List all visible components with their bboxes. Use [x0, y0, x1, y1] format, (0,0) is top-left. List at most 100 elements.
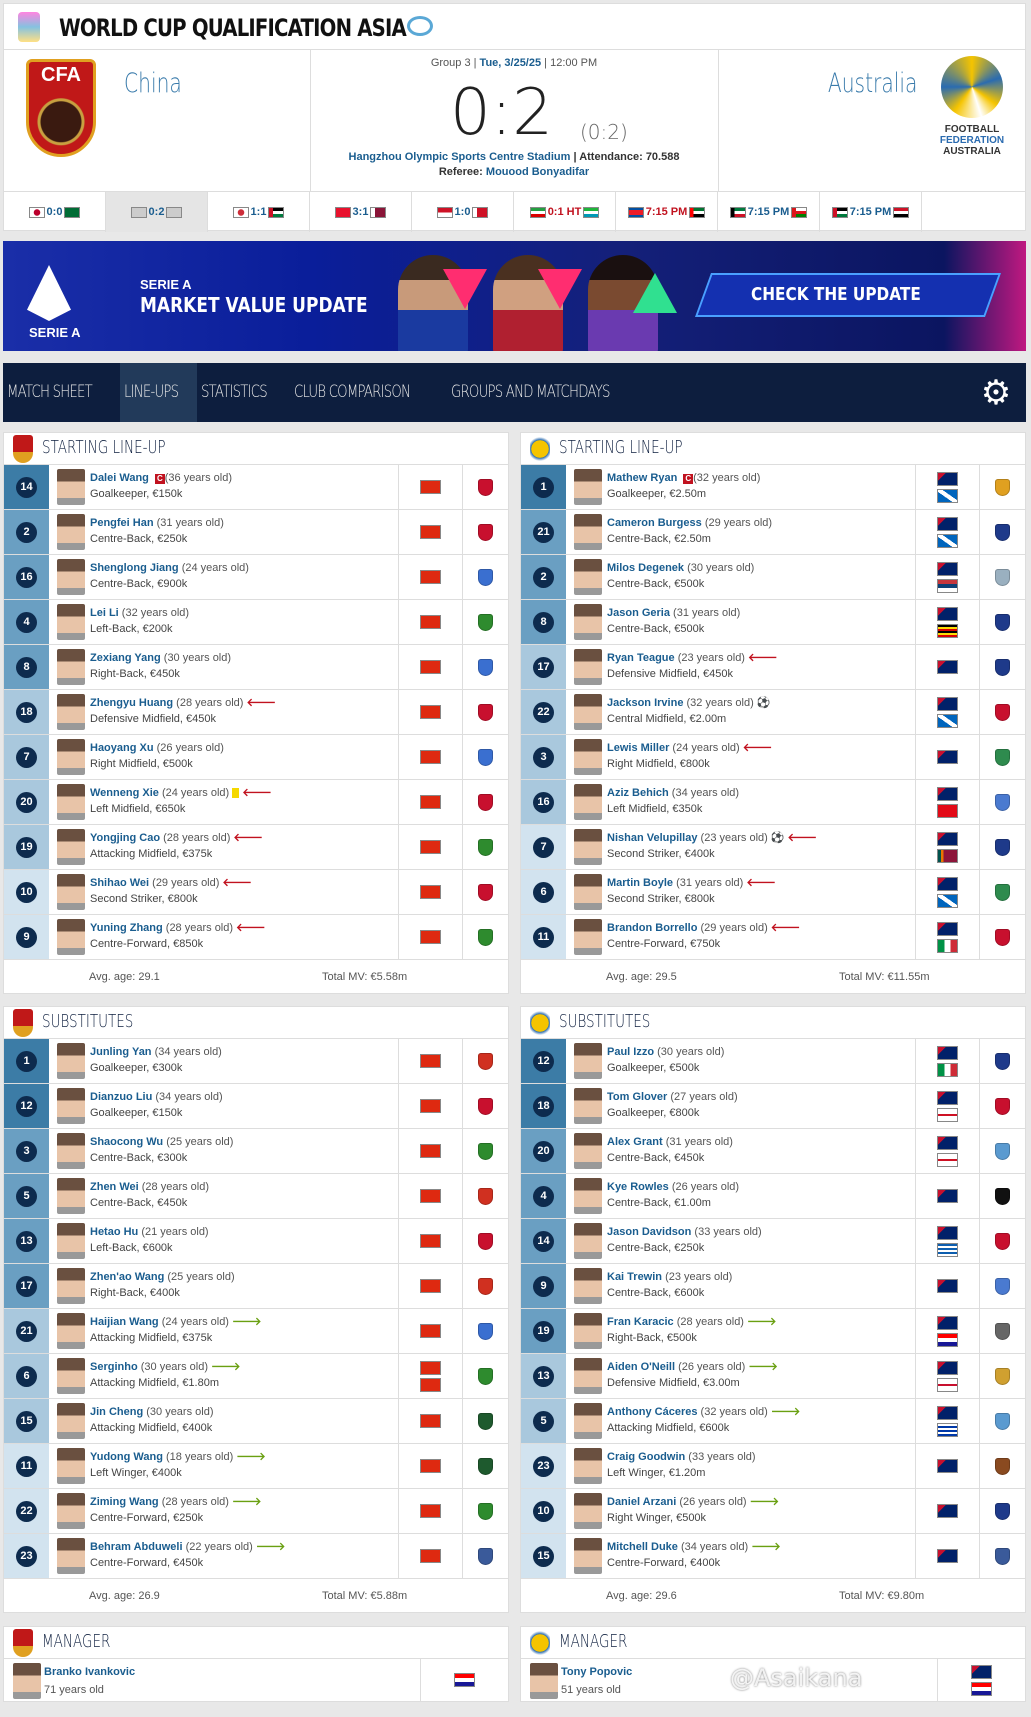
- tab-club-comparison[interactable]: CLUB COMPARISON: [290, 363, 447, 422]
- player-name-link[interactable]: Daniel Arzani: [607, 1496, 677, 1508]
- player-name-link[interactable]: Shenglong Jiang: [90, 562, 179, 574]
- manager-name-link[interactable]: Branko Ivankovic: [44, 1666, 136, 1678]
- player-photo[interactable]: [574, 919, 602, 955]
- club-cell[interactable]: [462, 1444, 508, 1488]
- player-photo[interactable]: [574, 874, 602, 910]
- player-name-link[interactable]: Yuning Zhang: [90, 922, 163, 934]
- player-photo[interactable]: [57, 739, 85, 775]
- player-photo[interactable]: [57, 514, 85, 550]
- club-cell[interactable]: [979, 510, 1025, 554]
- player-name-link[interactable]: Zhen'ao Wang: [90, 1271, 165, 1283]
- player-name-link[interactable]: Zhengyu Huang: [90, 697, 174, 709]
- player-photo[interactable]: [57, 1448, 85, 1484]
- serie-a-ad-banner[interactable]: SERIE A SERIE A MARKET VALUE UPDATE CHEC…: [3, 241, 1026, 351]
- club-cell[interactable]: [462, 1489, 508, 1533]
- player-photo[interactable]: [574, 829, 602, 865]
- club-cell[interactable]: [462, 1039, 508, 1083]
- club-cell[interactable]: [462, 555, 508, 599]
- player-photo[interactable]: [574, 1403, 602, 1439]
- other-match-1[interactable]: 0:2: [106, 192, 208, 232]
- player-name-link[interactable]: Anthony Cáceres: [607, 1406, 698, 1418]
- player-name-link[interactable]: Wenneng Xie: [90, 787, 159, 799]
- player-name-link[interactable]: Haijian Wang: [90, 1316, 159, 1328]
- player-name-link[interactable]: Kai Trewin: [607, 1271, 663, 1283]
- player-photo[interactable]: [57, 1043, 85, 1079]
- player-photo[interactable]: [57, 1133, 85, 1169]
- club-cell[interactable]: [979, 735, 1025, 779]
- player-name-link[interactable]: Alex Grant: [607, 1136, 663, 1148]
- club-cell[interactable]: [462, 1354, 508, 1398]
- player-photo[interactable]: [574, 604, 602, 640]
- player-name-link[interactable]: Cameron Burgess: [607, 517, 702, 529]
- player-name-link[interactable]: Lei Li: [90, 607, 119, 619]
- club-cell[interactable]: [979, 1399, 1025, 1443]
- club-cell[interactable]: [979, 1174, 1025, 1218]
- club-cell[interactable]: [462, 465, 508, 509]
- player-photo[interactable]: [574, 784, 602, 820]
- club-cell[interactable]: [979, 1354, 1025, 1398]
- player-photo[interactable]: [574, 1313, 602, 1349]
- club-cell[interactable]: [979, 465, 1025, 509]
- stadium-link[interactable]: Hangzhou Olympic Sports Centre Stadium: [348, 151, 571, 163]
- club-cell[interactable]: [979, 1084, 1025, 1128]
- player-name-link[interactable]: Shaocong Wu: [90, 1136, 164, 1148]
- player-photo[interactable]: [57, 919, 85, 955]
- player-photo[interactable]: [574, 1268, 602, 1304]
- club-cell[interactable]: [979, 555, 1025, 599]
- player-name-link[interactable]: Mathew Ryan: [607, 472, 678, 484]
- player-photo[interactable]: [574, 514, 602, 550]
- player-photo[interactable]: [57, 1313, 85, 1349]
- other-match-0[interactable]: 0:0: [4, 192, 106, 232]
- player-name-link[interactable]: Yudong Wang: [90, 1451, 163, 1463]
- player-photo[interactable]: [574, 1358, 602, 1394]
- other-match-3[interactable]: 3:1: [310, 192, 412, 232]
- player-name-link[interactable]: Jason Davidson: [607, 1226, 692, 1238]
- club-cell[interactable]: [462, 735, 508, 779]
- club-cell[interactable]: [979, 825, 1025, 869]
- gear-icon[interactable]: ⚙: [980, 374, 1012, 412]
- player-photo[interactable]: [574, 1178, 602, 1214]
- player-name-link[interactable]: Lewis Miller: [607, 742, 670, 754]
- player-name-link[interactable]: Ryan Teague: [607, 652, 675, 664]
- club-cell[interactable]: [979, 1534, 1025, 1578]
- manager-photo[interactable]: [13, 1663, 41, 1699]
- player-name-link[interactable]: Haoyang Xu: [90, 742, 154, 754]
- club-cell[interactable]: [979, 600, 1025, 644]
- tab-match-sheet[interactable]: MATCH SHEET: [3, 363, 120, 422]
- manager-photo[interactable]: [530, 1663, 558, 1699]
- player-photo[interactable]: [57, 469, 85, 505]
- player-photo[interactable]: [57, 1268, 85, 1304]
- player-name-link[interactable]: Nishan Velupillay: [607, 832, 698, 844]
- other-match-4[interactable]: 1:0: [412, 192, 514, 232]
- player-name-link[interactable]: Tom Glover: [607, 1091, 668, 1103]
- player-photo[interactable]: [57, 1493, 85, 1529]
- player-name-link[interactable]: Mitchell Duke: [607, 1541, 678, 1553]
- player-name-link[interactable]: Yongjing Cao: [90, 832, 161, 844]
- player-name-link[interactable]: Jin Cheng: [90, 1406, 144, 1418]
- referee-link[interactable]: Mouood Bonyadifar: [485, 166, 590, 178]
- player-photo[interactable]: [574, 1133, 602, 1169]
- club-cell[interactable]: [979, 780, 1025, 824]
- player-name-link[interactable]: Ziming Wang: [90, 1496, 159, 1508]
- club-cell[interactable]: [979, 1129, 1025, 1173]
- stadium-plus-icon[interactable]: [407, 16, 433, 36]
- player-photo[interactable]: [57, 1538, 85, 1574]
- club-cell[interactable]: [462, 1219, 508, 1263]
- club-cell[interactable]: [979, 690, 1025, 734]
- tab-line-ups[interactable]: LINE-UPS: [119, 363, 198, 422]
- player-name-link[interactable]: Serginho: [90, 1361, 138, 1373]
- player-photo[interactable]: [57, 694, 85, 730]
- player-name-link[interactable]: Dalei Wang: [90, 472, 149, 484]
- player-photo[interactable]: [57, 604, 85, 640]
- player-photo[interactable]: [574, 649, 602, 685]
- club-cell[interactable]: [462, 1084, 508, 1128]
- player-name-link[interactable]: Milos Degenek: [607, 562, 685, 574]
- player-name-link[interactable]: Shihao Wei: [90, 877, 150, 889]
- player-photo[interactable]: [57, 784, 85, 820]
- other-match-8[interactable]: 7:15 PM: [820, 192, 922, 232]
- player-name-link[interactable]: Kye Rowles: [607, 1181, 669, 1193]
- club-cell[interactable]: [462, 1129, 508, 1173]
- manager-name-link[interactable]: Tony Popovic: [561, 1666, 633, 1678]
- tab-groups-and-matchdays[interactable]: GROUPS AND MATCHDAYS: [447, 363, 658, 422]
- club-cell[interactable]: [462, 780, 508, 824]
